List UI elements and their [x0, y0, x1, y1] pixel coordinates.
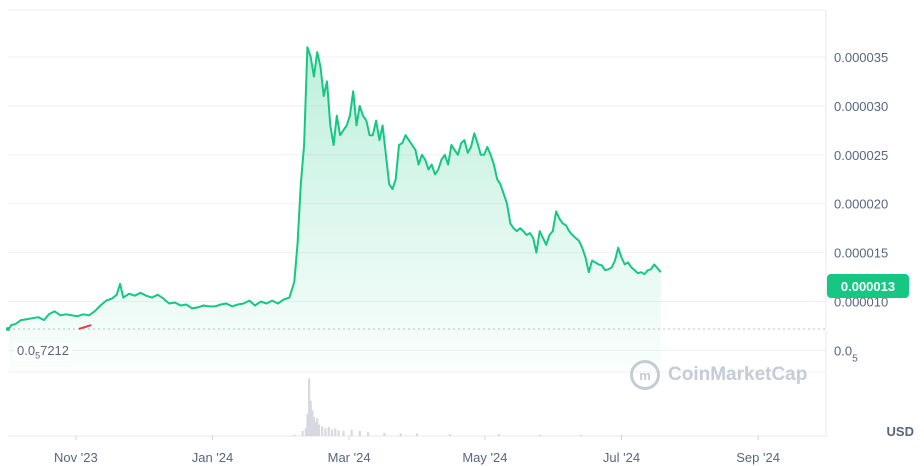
volume-bar: [321, 426, 324, 436]
current-price-badge: 0.000013: [827, 274, 909, 298]
x-tick-label: Sep '24: [736, 450, 780, 465]
y-tick-label: 0.000010: [834, 295, 888, 310]
price-line: [7, 46, 662, 330]
y-tick-label: 0.000015: [834, 246, 888, 261]
volume-bar: [399, 433, 402, 436]
volume-bar: [358, 430, 361, 436]
volume-bar: [538, 434, 541, 436]
volume-bar: [416, 433, 419, 436]
volume-bar: [304, 428, 307, 436]
watermark-brand: CoinMarketCap: [668, 364, 808, 385]
baseline-price-label: 0.057212: [14, 343, 73, 361]
currency-unit: USD: [886, 424, 914, 439]
volume-bar: [350, 429, 353, 436]
coinmarketcap-watermark: m CoinMarketCap: [630, 360, 807, 390]
volume-bar: [306, 413, 309, 436]
price-area-fill: [8, 47, 661, 372]
volume-bar: [579, 434, 582, 436]
volume-bar: [497, 434, 500, 436]
volume-bar: [316, 418, 319, 436]
volume-bar: [366, 432, 370, 436]
volume-bar: [314, 421, 317, 436]
y-tick-label: 0.05: [834, 343, 858, 364]
volume-bar: [448, 434, 451, 436]
y-tick-label: 0.000030: [834, 99, 888, 114]
volume-bar: [330, 429, 334, 436]
x-tick-label: May '24: [462, 450, 507, 465]
y-tick-label: 0.000035: [834, 50, 888, 65]
volume-bar: [309, 400, 312, 436]
volume-bar: [342, 430, 345, 436]
y-tick-label: 0.000020: [834, 197, 888, 212]
x-tick-label: Nov '23: [54, 450, 98, 465]
x-tick-label: Mar '24: [328, 450, 371, 465]
volume-bar: [327, 427, 330, 436]
volume-bar: [308, 378, 311, 436]
start-segment: [78, 324, 92, 330]
x-tick-label: Jan '24: [192, 450, 234, 465]
volume-bar: [337, 430, 340, 436]
volume-bar: [293, 434, 296, 436]
volume-bar: [317, 424, 321, 436]
x-tick-label: Jul '24: [603, 450, 640, 465]
start-point: [6, 326, 10, 331]
volume-bar: [312, 416, 316, 436]
volume-bar: [620, 434, 623, 436]
volume-bar: [324, 428, 327, 436]
volume-bar: [383, 432, 386, 436]
volume-bar: [334, 428, 337, 436]
y-tick-label: 0.000025: [834, 148, 888, 163]
volume-bar: [301, 430, 304, 436]
volume-bar: [311, 410, 314, 436]
coinmarketcap-logo-icon: m: [630, 360, 660, 390]
